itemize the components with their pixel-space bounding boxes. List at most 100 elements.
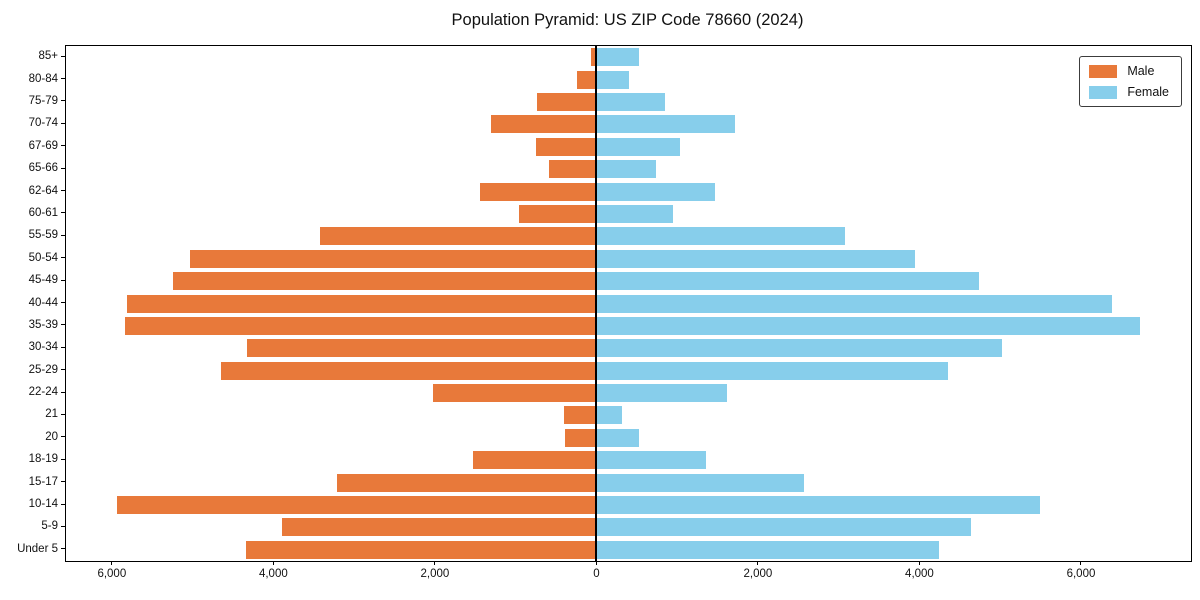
male-bar [565, 428, 598, 447]
x-axis-tick [757, 561, 759, 565]
y-axis-tick [61, 525, 65, 527]
y-axis-label: 85+ [38, 50, 58, 63]
male-bar [221, 361, 598, 380]
y-axis-label: 30-34 [28, 341, 58, 354]
male-legend-swatch-icon [1089, 64, 1118, 78]
female-bar [597, 294, 1112, 313]
female-bar [597, 361, 948, 380]
x-axis-tick [1080, 561, 1082, 565]
male-bar [536, 137, 598, 156]
male-bar [173, 272, 598, 291]
female-bar [597, 473, 805, 492]
female-bar [597, 316, 1141, 335]
male-bar [246, 339, 598, 358]
male-bar [336, 473, 598, 492]
y-axis-label: 15-17 [28, 475, 58, 488]
male-bar [282, 518, 598, 537]
y-axis-label: 80-84 [28, 72, 58, 85]
x-axis-tick-label: 2,000 [743, 568, 773, 580]
y-axis-tick [61, 302, 65, 303]
male-bar [548, 160, 598, 179]
y-axis-label: 22-24 [28, 386, 58, 399]
female-bar [597, 518, 972, 537]
female-bar [597, 182, 715, 201]
male-legend-label: Male [1127, 64, 1155, 78]
x-axis-tick [272, 561, 274, 565]
male-bar [519, 204, 598, 223]
legend: Male Female [1079, 56, 1182, 107]
y-axis-tick [61, 145, 65, 147]
female-bar [597, 70, 629, 89]
y-axis-tick [61, 436, 65, 438]
y-axis-tick [61, 458, 65, 460]
x-axis-tick [434, 561, 436, 565]
x-axis-tick-label: 4,000 [258, 568, 288, 580]
female-legend-swatch-icon [1089, 85, 1118, 99]
female-bar [597, 204, 674, 223]
female-bar [597, 339, 1003, 358]
x-axis-tick [111, 561, 113, 565]
female-bar [597, 406, 623, 425]
male-bar [189, 249, 598, 268]
y-axis-tick [61, 413, 65, 415]
male-bar [536, 92, 598, 111]
y-axis-label: 18-19 [28, 453, 58, 466]
male-bar [127, 294, 598, 313]
male-bar [480, 182, 598, 201]
y-axis-tick [61, 78, 65, 80]
male-bar [246, 540, 598, 559]
y-axis-tick [61, 346, 65, 348]
y-axis-label: 65-66 [28, 162, 58, 175]
female-bar [597, 249, 915, 268]
x-axis-tick-label: 4,000 [905, 568, 934, 580]
female-bar [597, 540, 940, 559]
legend-item-female: Female [1089, 85, 1169, 99]
female-bar [597, 384, 727, 403]
female-bar [597, 227, 845, 246]
y-axis-label: 35-39 [28, 318, 58, 331]
y-axis-label: 50-54 [28, 251, 58, 264]
female-bar [597, 137, 680, 156]
female-bar [597, 115, 735, 134]
female-bar [597, 92, 666, 111]
y-axis-label: 55-59 [28, 229, 58, 242]
y-axis-label: 10-14 [28, 498, 58, 511]
female-bar [597, 48, 639, 67]
x-axis-tick-label: 6,000 [97, 568, 127, 580]
male-bar [564, 406, 598, 425]
y-axis-label: 40-44 [28, 296, 58, 309]
y-axis-tick [61, 122, 65, 124]
y-axis-label: 62-64 [28, 184, 58, 197]
y-axis-tick [61, 234, 65, 236]
female-bar [597, 451, 706, 470]
y-axis-tick [61, 391, 65, 393]
x-axis-tick-label: 2,000 [420, 568, 450, 580]
chart-title: Population Pyramid: US ZIP Code 78660 (2… [451, 11, 804, 29]
male-bar [473, 451, 598, 470]
x-axis-tick [918, 561, 920, 565]
y-axis-tick [61, 369, 65, 371]
x-axis-tick-label: 0 [593, 568, 600, 580]
y-axis-label: 5-9 [41, 520, 58, 533]
y-axis-label: 21 [45, 408, 58, 421]
female-bar [597, 160, 657, 179]
x-axis-tick [595, 561, 597, 565]
y-axis-tick [61, 257, 65, 259]
y-axis-tick [61, 100, 65, 102]
female-legend-label: Female [1127, 85, 1169, 99]
y-axis-label: 75-79 [28, 94, 58, 107]
male-bar [124, 316, 598, 335]
y-axis-tick [61, 503, 65, 505]
zero-axis-line [595, 45, 598, 561]
y-axis-label: 45-49 [28, 274, 58, 287]
y-axis-tick [61, 212, 65, 214]
y-axis-label: 70-74 [28, 117, 58, 130]
plot-area [65, 45, 1192, 562]
y-axis-label: 25-29 [28, 363, 58, 376]
y-axis-tick [61, 324, 65, 326]
legend-item-male: Male [1089, 64, 1169, 78]
y-axis-label: 60-61 [28, 206, 58, 219]
y-axis-label: Under 5 [17, 542, 58, 555]
y-axis-tick [61, 279, 65, 281]
